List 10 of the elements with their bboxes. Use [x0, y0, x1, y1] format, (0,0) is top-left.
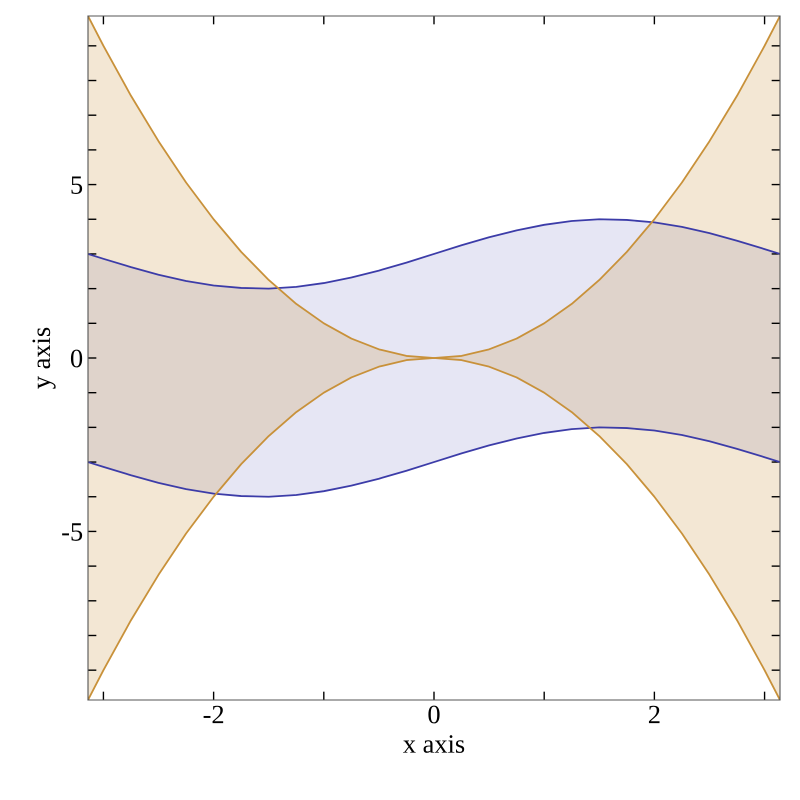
y-tick-label: -5 — [62, 523, 82, 541]
y-tick-label: 5 — [71, 176, 82, 194]
x-tick-label: 2 — [648, 706, 660, 724]
y-axis-title: y axis — [32, 328, 56, 389]
line-series — [88, 218, 780, 290]
x-tick-label: -2 — [204, 706, 224, 724]
line-series — [88, 426, 780, 498]
y-tick-label: 0 — [70, 350, 82, 368]
x-axis-title: x axis — [403, 735, 464, 753]
x-tick-label: 0 — [428, 706, 440, 724]
